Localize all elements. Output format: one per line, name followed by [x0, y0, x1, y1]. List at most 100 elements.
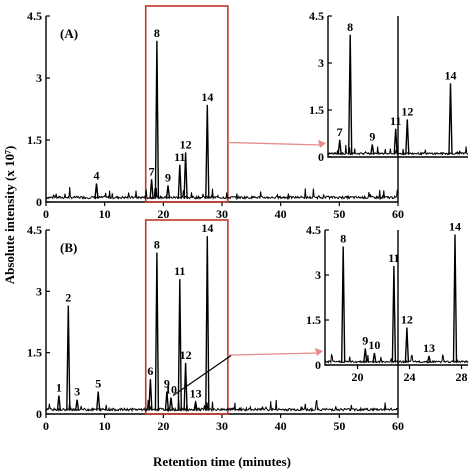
x-axis-label: Retention time (minutes) [153, 454, 291, 469]
inset-a-peak-7 [337, 139, 342, 155]
panel-b-peak-label-9: 9 [164, 377, 170, 391]
panel-b-zoom-arrow [227, 352, 320, 356]
inset-b-peak-9 [363, 348, 368, 363]
inset-b-peak-11 [391, 265, 397, 363]
inset-b-ytick-label: 4.5 [306, 223, 321, 237]
inset-a-ytick-label: 4.5 [309, 9, 324, 23]
panel-a-xtick-label: 10 [99, 207, 111, 221]
panel-b-peak-label-2: 2 [65, 291, 71, 305]
panel-a-peak-label-9: 9 [165, 170, 171, 184]
panel-a-peak-12 [183, 152, 188, 199]
panel-b-ytick-label: 4.5 [27, 223, 42, 237]
chart-marks: 01.534.50 10 20 30 40 50 604 789111214(A)01.534… [27, 9, 468, 433]
inset-b-ytick-label: 3 [315, 268, 321, 282]
inset-b-peak-label-10: 10 [368, 338, 380, 352]
panel-b-peak-label-11: 11 [174, 264, 185, 278]
panel-b-peak-label-14: 14 [201, 221, 213, 235]
panel-b-xtick-label: 60 [392, 419, 404, 433]
panel-a-highlight-box [144, 5, 229, 203]
panel-b-ytick-label: 0 [36, 407, 42, 421]
inset-b-peak-label-13: 13 [423, 341, 435, 355]
panel-b-highlight-box [144, 219, 229, 415]
panel-a-peak-label-4: 4 [93, 168, 99, 182]
inset-a-ytick-label: 3 [318, 56, 324, 70]
panel-b-peak-9 [164, 391, 170, 411]
panel-b-peak-label-8: 8 [154, 237, 160, 251]
inset-b-xtick-label: 24 [404, 370, 416, 384]
panel-a-peak-label-12: 12 [180, 137, 192, 151]
inset-a-peak-14 [448, 83, 453, 155]
panel-b-peak-10-leader [172, 355, 232, 397]
inset-b-xtick-label: 20 [352, 370, 364, 384]
inset-a-peak-label-14: 14 [445, 68, 457, 82]
panel-b-peak-2 [66, 305, 71, 411]
panel-b-peak-14 [205, 236, 210, 411]
inset-a-peak-8 [348, 34, 353, 155]
panel-a-ytick-label: 4.5 [27, 9, 42, 23]
panel-a-peak-7 [149, 179, 154, 199]
inset-b-xtick-label: 28 [456, 370, 468, 384]
panel-a-peak-8 [154, 40, 160, 199]
panel-b-peak-label-12: 12 [180, 348, 192, 362]
inset-b-baseline-trace [324, 353, 469, 365]
panel-b-peak-5 [96, 391, 101, 411]
panel-a-peak-9 [165, 185, 171, 199]
panel-a-xtick-label: 50 [333, 207, 345, 221]
panel-b-peak-8 [154, 252, 160, 411]
panel-a-peak-label-14: 14 [201, 90, 213, 104]
panel-a-zoom-arrow [227, 141, 323, 146]
panel-b-peak-label-5: 5 [95, 377, 101, 391]
panel-b-xtick-label: 0 [43, 419, 49, 433]
panel-a-peak-11 [177, 164, 182, 199]
panel-a-xtick-label: 0 [43, 207, 49, 221]
inset-a-ytick-label: 1.5 [309, 103, 324, 117]
panel-b-xtick-label: 40 [275, 419, 287, 433]
panel-b-baseline-trace [45, 399, 399, 413]
inset-b-peak-label-9: 9 [362, 334, 368, 348]
panel-a-peak-label-7: 7 [149, 164, 155, 178]
inset-b-peak-14 [452, 234, 458, 363]
inset-b-peak-label-12: 12 [401, 313, 413, 327]
inset-a-peak-label-12: 12 [401, 104, 413, 118]
inset-a-ytick-label: 0 [318, 150, 324, 164]
inset-b-peak-8 [341, 246, 346, 363]
panel-b-peak-12 [183, 362, 188, 411]
panel-b-ytick-label: 3 [36, 284, 42, 298]
panel-a-ytick-label: 3 [36, 71, 42, 85]
inset-b-peak-10 [372, 352, 377, 363]
panel-a-baseline-trace [45, 186, 399, 201]
inset-a-peak-9 [370, 144, 375, 155]
panel-b-xtick-label: 30 [216, 419, 228, 433]
panel-a-xtick-label: 60 [392, 207, 404, 221]
panel-b-peak-3 [74, 399, 80, 411]
y-axis-label: Absolute intensity (x 10⁷) [2, 146, 17, 285]
panel-b-peak-10 [168, 397, 174, 411]
inset-b-peak-13 [426, 355, 432, 363]
panel-a-zoom-arrowhead [318, 140, 326, 148]
panel-a-xtick-label: 40 [275, 207, 287, 221]
panel-b-xtick-label: 10 [99, 419, 111, 433]
panel-a-peak-label-11: 11 [174, 150, 185, 164]
inset-b-peak-label-8: 8 [340, 232, 346, 246]
panel-b-peak-11 [177, 279, 182, 411]
inset-b-peak-label-11: 11 [388, 251, 399, 265]
panel-b-xtick-label: 20 [157, 419, 169, 433]
panel-b-peak-13 [193, 401, 198, 411]
chromatogram-traces [45, 34, 469, 413]
panel-a-peak-14 [205, 104, 210, 199]
panel-a-peak-label-8: 8 [154, 26, 160, 40]
inset-b-ytick-label: 1.5 [306, 313, 321, 327]
panel-a-xtick-label: 30 [216, 207, 228, 221]
panel-b-peak-6 [148, 379, 153, 411]
panel-b-peak-label-10: 10 [165, 383, 177, 397]
panel-b-peak-label-13: 13 [190, 387, 202, 401]
panel-b-peak-label-3: 3 [74, 385, 80, 399]
panel-b-ytick-label: 1.5 [27, 346, 42, 360]
inset-b-peak-12 [404, 327, 410, 363]
panel-a-peak-4 [94, 183, 99, 199]
inset-a-peak-label-11: 11 [390, 114, 401, 128]
panel-b-label: (B) [60, 240, 77, 255]
panel-a-ytick-label: 0 [36, 195, 42, 209]
panel-a-label: (A) [60, 26, 78, 41]
panel-a-ytick-label: 1.5 [27, 133, 42, 147]
